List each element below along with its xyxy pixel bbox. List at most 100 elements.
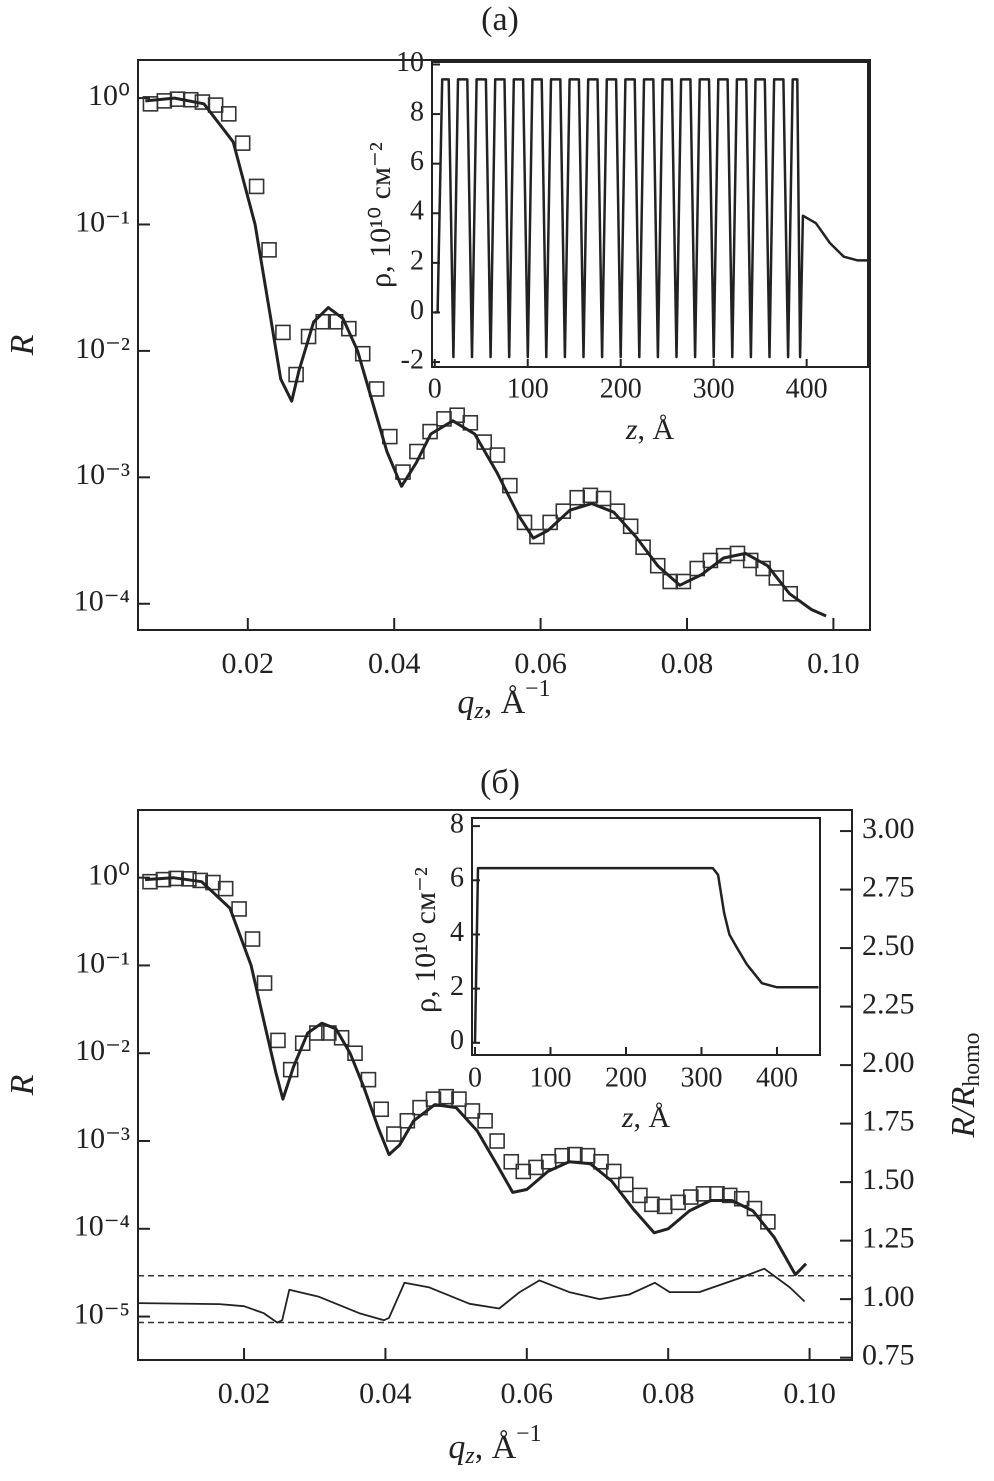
x-axis-label-part: z [473,698,483,724]
data-point [275,324,291,341]
panel-title: (a) [481,1,519,38]
x-tick-label: 200 [600,373,642,404]
data-point [438,1088,455,1105]
data-point [261,242,277,258]
y-tick-label: 8 [450,809,464,840]
data-point [220,106,237,122]
data-point [582,487,599,504]
data-point [503,1153,520,1170]
y-tick-label: 2 [410,245,424,276]
data-point [516,514,533,531]
data-line [145,96,827,618]
x-tick-label: 300 [680,1062,722,1093]
data-point [270,1032,286,1049]
x-tick-label: 400 [786,373,828,404]
y-tick-label: 2 [450,971,464,1002]
data-point [373,1101,389,1118]
x-tick-label: 0.10 [783,1377,836,1410]
y2-tick-label: 2.75 [862,870,915,903]
x-axis-label-part: , Å [634,1101,671,1134]
x-tick-label: 0 [428,373,442,404]
data-point [231,901,247,917]
y-tick-label: 10⁻⁵ [74,1297,130,1330]
x-axis-label-part: z [464,1443,474,1469]
y-tick-label: 0 [450,1025,464,1056]
data-point [632,1187,648,1204]
data-point [635,539,651,556]
data-point [477,1112,493,1129]
data-point [234,135,251,151]
y-tick-label: 10⁻¹ [75,946,130,979]
data-point [569,489,586,506]
plot-frame [471,817,821,1056]
data-point [315,313,331,330]
data-point [464,1103,481,1119]
data-point [354,345,371,362]
data-point [489,447,506,463]
data-point [617,1176,634,1193]
x-axis-label: z, Å [625,413,675,446]
data-point [782,585,799,602]
y2-axis-label: R/Rhomo [945,1032,986,1138]
data-point [644,1196,660,1213]
x-tick-label: 100 [530,1062,572,1093]
data-point [721,1187,738,1204]
y-tick-label: 10⁻³ [75,1122,130,1155]
y-tick-label: 6 [410,146,424,177]
y2-tick-label: 1.00 [862,1280,915,1313]
data-line [434,78,868,359]
data-point [207,97,224,113]
y-tick-label: -2 [401,344,424,375]
y-tick-label: 10⁻² [75,1034,130,1067]
x-tick-label: 0.06 [501,1377,554,1410]
x-tick-label: 0.08 [642,1377,695,1410]
data-point [333,1029,350,1046]
data-point [205,874,221,891]
y-tick-label: 10⁰ [88,79,130,112]
y-tick-label: 10⁻² [75,332,130,365]
x-axis-label-part: , Å [484,684,526,721]
x-axis-label-part: , Å [475,1429,517,1466]
x-tick-label: 0.04 [368,647,421,680]
x-axis-label-part: q [457,684,474,721]
data-point [683,1189,699,1205]
data-point [649,557,666,574]
y2-tick-label: 1.50 [862,1163,915,1196]
y2-tick-label: 2.00 [862,1046,915,1079]
data-point [489,1133,505,1149]
data-point [341,320,357,337]
y2-tick-label: 2.50 [862,929,915,962]
y-axis-label: ρ, 10¹⁰ см⁻² [409,867,442,1013]
y-tick-label: 10⁰ [88,859,130,892]
y-axis-label: R [4,334,41,356]
panel-title: (б) [480,764,520,801]
y-tick-label: 10⁻⁴ [74,1210,130,1243]
data-point [244,931,261,947]
x-axis-label-part: −1 [525,676,550,702]
data-point [605,1163,622,1180]
data-point [386,1126,402,1142]
x-axis-label-part: −1 [516,1421,541,1447]
data-point [670,1194,686,1211]
x-tick-label: 0.10 [807,647,860,680]
x-axis-label-part: z [621,1101,634,1134]
y2-tick-label: 0.75 [862,1339,915,1372]
y-axis-label: ρ, 10¹⁰ см⁻² [364,142,397,288]
x-tick-label: 400 [756,1062,798,1093]
y-tick-label: 10 [396,47,424,78]
y2-tick-label: 1.25 [862,1222,915,1255]
x-axis-label-part: q [448,1429,465,1466]
x-tick-label: 200 [605,1062,647,1093]
data-point [595,490,612,507]
data-line [144,876,808,1277]
data-line [473,866,819,1043]
data-point [451,1091,467,1107]
data-point [768,570,785,586]
x-axis-label: z, Å [621,1101,671,1134]
x-tick-label: 0.06 [514,647,567,680]
y2-axis-label-part: R/R [945,1086,982,1138]
x-axis-label: qz, Å−1 [457,676,550,724]
data-point [248,178,265,195]
x-tick-label: 300 [693,373,735,404]
